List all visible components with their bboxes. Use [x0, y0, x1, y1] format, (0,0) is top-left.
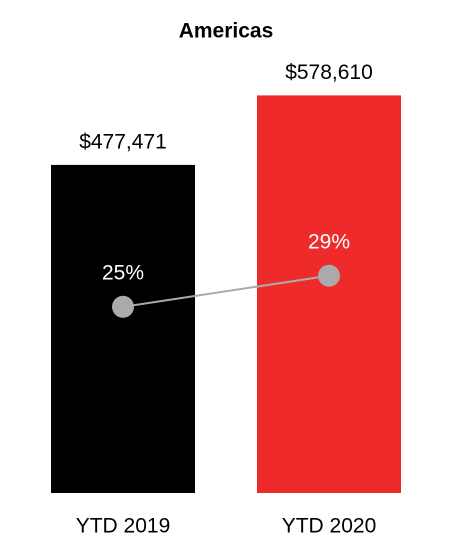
bar-value-label: $578,610 — [285, 61, 373, 84]
line-point — [112, 295, 134, 318]
bar — [257, 95, 401, 494]
point-value-label: 29% — [308, 230, 350, 253]
line-point — [318, 264, 340, 287]
line — [122, 274, 330, 308]
x-tick-label: YTD 2019 — [76, 515, 171, 538]
bar — [51, 164, 195, 493]
bar-value-label: $477,471 — [79, 130, 167, 153]
point-value-label: 25% — [102, 261, 144, 284]
chart-title: Americas — [179, 20, 274, 43]
x-tick-label: YTD 2020 — [282, 515, 377, 538]
